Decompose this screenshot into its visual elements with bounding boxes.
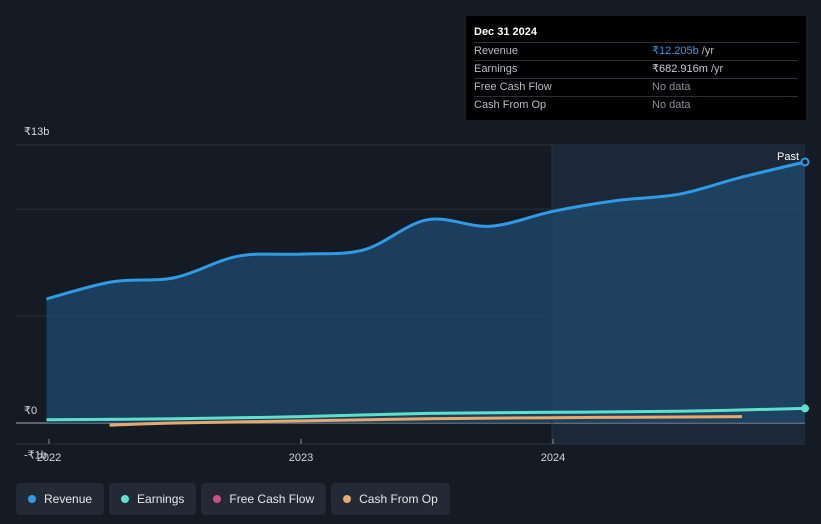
tooltip-row-revenue: Revenue ₹12.205b /yr <box>474 42 798 60</box>
tooltip-label: Revenue <box>474 45 519 57</box>
tooltip-label: Earnings <box>474 63 518 75</box>
y-axis-labels: ₹13b ₹0 -₹1b <box>24 126 49 461</box>
y-tick-label: ₹0 <box>24 405 37 417</box>
revenue-area <box>46 162 806 423</box>
tooltip-row-cash-from-op: Cash From Op No data <box>474 96 798 114</box>
data-tooltip: Dec 31 2024 Revenue ₹12.205b /yr Earning… <box>466 16 806 120</box>
tooltip-value: No data <box>652 99 691 111</box>
legend-dot-icon <box>343 495 352 503</box>
x-tick-label: 2023 <box>289 452 313 464</box>
legend: Revenue Earnings Free Cash Flow Cash Fro… <box>16 483 450 515</box>
legend-dot-icon <box>121 495 130 503</box>
y-tick-label: -₹1b <box>24 449 47 461</box>
tooltip-unit: /yr <box>701 45 714 57</box>
tooltip-value: No data <box>652 81 691 93</box>
tooltip-value: ₹682.916m <box>652 63 708 75</box>
legend-item-earnings[interactable]: Earnings <box>109 483 197 515</box>
legend-label: Earnings <box>137 492 185 506</box>
legend-item-cash-from-op[interactable]: Cash From Op <box>331 483 450 515</box>
tooltip-unit: /yr <box>710 63 724 75</box>
earnings-line <box>46 406 806 422</box>
legend-label: Free Cash Flow <box>229 492 315 506</box>
tooltip-row-free-cash-flow: Free Cash Flow No data <box>474 78 798 96</box>
legend-item-free-cash-flow[interactable]: Free Cash Flow <box>201 483 327 515</box>
x-tick-label: 2024 <box>541 452 565 464</box>
tooltip-label: Free Cash Flow <box>474 81 552 93</box>
tooltip-row-earnings: Earnings ₹682.916m /yr <box>474 60 798 78</box>
revenue-end-marker <box>800 157 810 167</box>
x-axis-labels: 2022 2023 2024 <box>37 439 565 464</box>
legend-item-revenue[interactable]: Revenue <box>16 483 105 515</box>
revenue-line <box>46 160 806 301</box>
legend-label: Revenue <box>44 492 93 506</box>
legend-dot-icon <box>213 495 222 503</box>
tooltip-label: Cash From Op <box>474 99 547 111</box>
past-label: Past <box>777 151 799 163</box>
y-tick-label: ₹13b <box>24 126 49 138</box>
legend-label: Cash From Op <box>359 492 438 506</box>
tooltip-date: Dec 31 2024 <box>474 26 537 38</box>
earnings-end-marker <box>801 404 809 413</box>
x-tick-label: 2022 <box>37 452 61 464</box>
legend-dot-icon <box>28 495 36 503</box>
tooltip-value: ₹12.205b <box>652 45 699 57</box>
cash-from-op-line <box>109 415 743 427</box>
